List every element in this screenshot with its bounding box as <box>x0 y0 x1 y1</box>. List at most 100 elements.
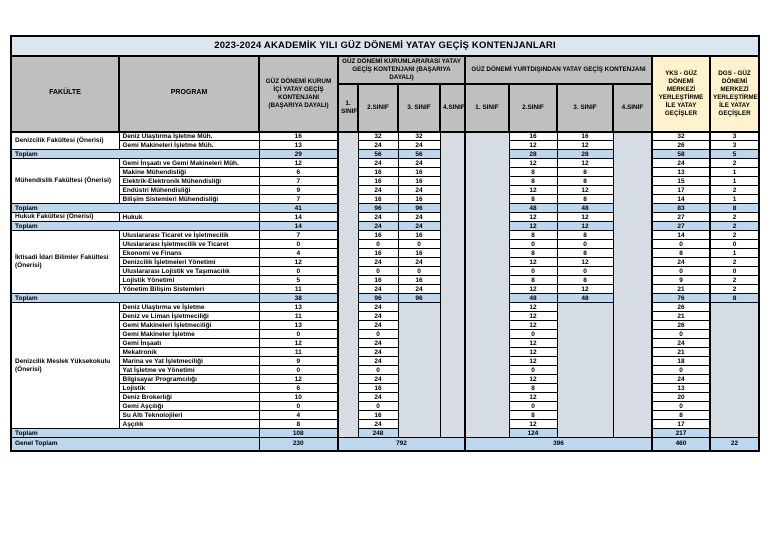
kurum-ici-quota-cell: 12 <box>258 338 339 349</box>
program-cell: Gemi Aşçılığı <box>118 401 260 412</box>
kurum-ici-quota-cell: 12 <box>258 257 339 268</box>
header-sinif-row: 1. SINIF 2.SINIF 3. SINIF 4.SINIF 1. SIN… <box>11 82 759 133</box>
program-cell: Deniz Ulaştırma ve İşletme <box>118 302 260 313</box>
grand-total-row: Genel Toplam 230 792 396 460 22 <box>10 437 760 452</box>
empty-ka-sinif4-column <box>439 131 466 439</box>
kurum-ici-quota-cell: 4 <box>258 410 339 421</box>
page-title: 2023-2024 AKADEMİK YILI GÜZ DÖNEMİ YATAY… <box>9 35 761 57</box>
grand-total-kurumlararasi-cell: 792 <box>337 437 466 452</box>
kurum-ici-quota-cell: 14 <box>258 212 339 223</box>
kurum-ici-quota-cell: 7 <box>258 176 339 187</box>
kurum-ici-quota-cell: 5 <box>258 275 339 286</box>
total-yd-sinif2-cell: 48 <box>508 293 558 304</box>
yd-sinif2-quota-cell: 12 <box>508 284 558 295</box>
dgs-quota-cell: 1 <box>708 167 760 178</box>
program-cell: Bilişim Sistemleri Mühendisliği <box>118 194 260 205</box>
ka-sinif2-quota-cell: 0 <box>357 239 399 250</box>
ka-sinif2-quota-cell: 16 <box>357 176 399 187</box>
col-header-yd-sinif3: 3. SINIF <box>556 82 614 133</box>
program-cell: Yat İşletme ve Yönetimi <box>118 365 260 376</box>
program-cell: Su Altı Teknolojileri <box>118 410 260 421</box>
total-dgs-cell: 5 <box>708 149 760 160</box>
yks-quota-cell: 14 <box>651 230 711 241</box>
yks-quota-cell: 26 <box>651 320 711 331</box>
yd-sinif2-quota-cell: 12 <box>508 158 558 169</box>
dgs-quota-cell: 3 <box>708 140 760 151</box>
total-yks-cell: 76 <box>651 293 711 304</box>
total-kurum-ici-cell: 38 <box>258 293 339 304</box>
ka-sinif3-quota-cell: 24 <box>397 140 441 151</box>
ka-sinif2-quota-cell: 24 <box>357 419 399 430</box>
yks-quota-cell: 32 <box>651 131 711 142</box>
total-kurum-ici-cell: 108 <box>258 428 339 439</box>
yd-sinif2-quota-cell: 0 <box>508 329 558 340</box>
faculty-cell: Denizcilik Meslek Yüksekokulu (Önerisi) <box>10 302 120 430</box>
yks-quota-cell: 0 <box>651 401 711 412</box>
program-cell: Bilgisayar Programcılığı <box>118 374 260 385</box>
grand-total-label-cell: Genel Toplam <box>10 437 260 452</box>
table-row: İktisadi İdari Bilimler Fakültesi (Öneri… <box>10 230 760 295</box>
total-ka-sinif2-cell: 96 <box>357 293 399 304</box>
total-yd-sinif2-cell: 124 <box>508 428 558 439</box>
yks-quota-cell: 21 <box>651 311 711 322</box>
col-header-fakulte: FAKÜLTE <box>10 55 120 133</box>
total-yd-sinif2-cell: 28 <box>508 149 558 160</box>
total-ka-sinif3-cell: 96 <box>397 293 441 304</box>
yks-quota-cell: 21 <box>651 347 711 358</box>
empty-ka-sinif1-column <box>337 131 359 439</box>
col-header-yd-sinif4: 4.SINIF <box>612 82 653 133</box>
ka-sinif3-quota-cell: 24 <box>397 185 441 196</box>
total-kurum-ici-cell: 14 <box>258 221 339 232</box>
dgs-quota-cell: 2 <box>708 185 760 196</box>
ka-sinif2-quota-cell: 24 <box>357 311 399 322</box>
program-cell: Gemi Makineleri İşletmeciliği <box>118 320 260 331</box>
yd-sinif3-quota-cell: 8 <box>556 167 614 178</box>
ka-sinif3-quota-cell: 24 <box>397 158 441 169</box>
kurum-ici-quota-cell: 12 <box>258 158 339 169</box>
program-cell: Endüstri Mühendisliği <box>118 185 260 196</box>
ka-sinif2-quota-cell: 24 <box>357 302 399 313</box>
yks-quota-cell: 24 <box>651 158 711 169</box>
ka-sinif2-quota-cell: 16 <box>357 248 399 259</box>
yd-sinif2-quota-cell: 0 <box>508 239 558 250</box>
ka-sinif2-quota-cell: 24 <box>357 158 399 169</box>
grand-total-yurtdisi-cell: 396 <box>464 437 653 452</box>
ka-sinif3-quota-cell: 16 <box>397 275 441 286</box>
program-cell: Lojistik Yönetimi <box>118 275 260 286</box>
ka-sinif3-quota-cell: 24 <box>397 212 441 223</box>
kurum-ici-quota-cell: 7 <box>258 230 339 241</box>
yks-quota-cell: 24 <box>651 374 711 385</box>
yd-sinif3-quota-cell: 12 <box>556 140 614 151</box>
kurum-ici-quota-cell: 0 <box>258 329 339 340</box>
yks-quota-cell: 0 <box>651 239 711 250</box>
total-row: Toplam 108 248 124 217 <box>10 428 759 439</box>
program-cell: Elektrik-Elektronik Mühendisliği <box>118 176 260 187</box>
ka-sinif3-quota-cell: 32 <box>397 131 441 142</box>
program-cell: Deniz Ulaştırma İşletme Müh. <box>118 131 260 142</box>
yd-sinif3-quota-cell: 12 <box>556 284 614 295</box>
dgs-quota-cell: 2 <box>708 212 760 223</box>
total-label-cell: Toplam <box>10 149 260 160</box>
header-group-row: FAKÜLTE PROGRAM GÜZ DÖNEMİ KURUM İÇİ YAT… <box>10 55 761 133</box>
grand-total-dgs-cell: 22 <box>708 437 760 452</box>
ka-sinif3-quota-cell: 0 <box>397 266 441 277</box>
col-header-dgs: DGS - GÜZ DÖNEMİ MERKEZİ YERLEŞTİRME İLE… <box>708 55 761 133</box>
program-cell: Makine Mühendisliği <box>118 167 260 178</box>
kurum-ici-quota-cell: 9 <box>258 356 339 367</box>
table-row: Denizcilik Fakültesi (Önerisi) Deniz Ulaş… <box>10 131 760 439</box>
yd-sinif2-quota-cell: 12 <box>508 140 558 151</box>
empty-yd-sinif3-column <box>556 302 614 439</box>
program-cell: Gemi Makineleri İşletme Müh. <box>118 140 260 151</box>
faculty-cell: İktisadi İdari Bilimler Fakültesi (Öneri… <box>10 230 120 295</box>
ka-sinif2-quota-cell: 24 <box>357 338 399 349</box>
faculty-cell: Denizcilik Fakültesi (Önerisi) <box>10 131 120 151</box>
total-ka-sinif2-cell: 248 <box>357 428 399 439</box>
total-row: Toplam 29 56 56 28 28 58 5 <box>10 149 760 160</box>
total-dgs-cell: 8 <box>708 293 760 304</box>
table-row: Hukuk Fakültesi (Önerisi) Hukuk 14 24 24 12 12… <box>10 212 760 223</box>
ka-sinif2-quota-cell: 24 <box>357 212 399 223</box>
program-cell: Marina ve Yat İşletmeciliği <box>118 356 260 367</box>
yks-quota-cell: 0 <box>651 365 711 376</box>
yd-sinif2-quota-cell: 12 <box>508 374 558 385</box>
kurum-ici-quota-cell: 13 <box>258 302 339 313</box>
